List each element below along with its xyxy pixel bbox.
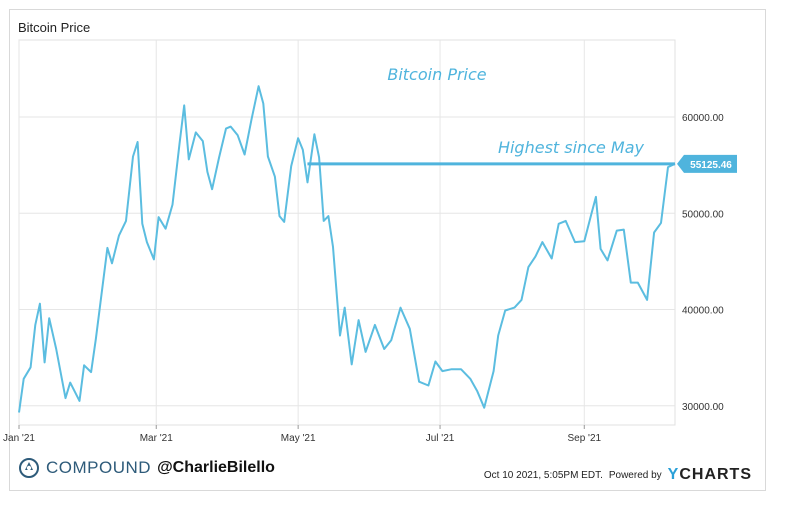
ycharts-logo[interactable]: YCHARTS <box>668 466 752 484</box>
x-tick-label: Sep '21 <box>567 433 601 444</box>
x-tick-label: Mar '21 <box>140 433 173 444</box>
chart-title: Bitcoin Price <box>18 20 91 35</box>
y-tick-label: 30000.00 <box>682 402 724 413</box>
series-layer <box>18 85 676 413</box>
x-tick-label: Jul '21 <box>426 433 455 444</box>
last-value-label: 55125.46 <box>690 160 732 171</box>
grid-lines <box>18 39 676 426</box>
ycharts-logo-y: Y <box>667 466 680 483</box>
plot-border <box>18 39 676 426</box>
bitcoin-price-annotation: Bitcoin Price <box>387 65 486 84</box>
brand-block: COMPOUND @CharlieBilello <box>18 457 275 479</box>
compound-logo-icon <box>19 458 39 478</box>
x-tick-label: May '21 <box>281 433 316 444</box>
y-tick-label: 60000.00 <box>682 113 724 124</box>
ycharts-logo-text: CHARTS <box>679 466 752 483</box>
brand-name: COMPOUND <box>46 458 152 477</box>
y-tick-label: 50000.00 <box>682 209 724 220</box>
chart-frame <box>9 9 766 491</box>
highest-since-may-label: Highest since May <box>498 138 645 157</box>
price-series-line <box>18 85 676 413</box>
brand-handle: @CharlieBilello <box>157 459 275 476</box>
x-tick-label: Jan '21 <box>3 433 35 444</box>
axes: 30000.00 40000.00 50000.00 60000.00 Jan '21 M… <box>3 113 724 444</box>
annotations: Bitcoin Price Highest since May 55125.46 <box>307 65 737 173</box>
timestamp: Oct 10 2021, 5:05PM EDT. <box>483 469 603 481</box>
footer-credit: Oct 10 2021, 5:05PM EDT. Powered by YCHA… <box>484 466 752 484</box>
powered-by-label: Powered by <box>608 469 662 481</box>
last-value-flag <box>677 154 737 173</box>
y-tick-label: 40000.00 <box>682 306 724 317</box>
